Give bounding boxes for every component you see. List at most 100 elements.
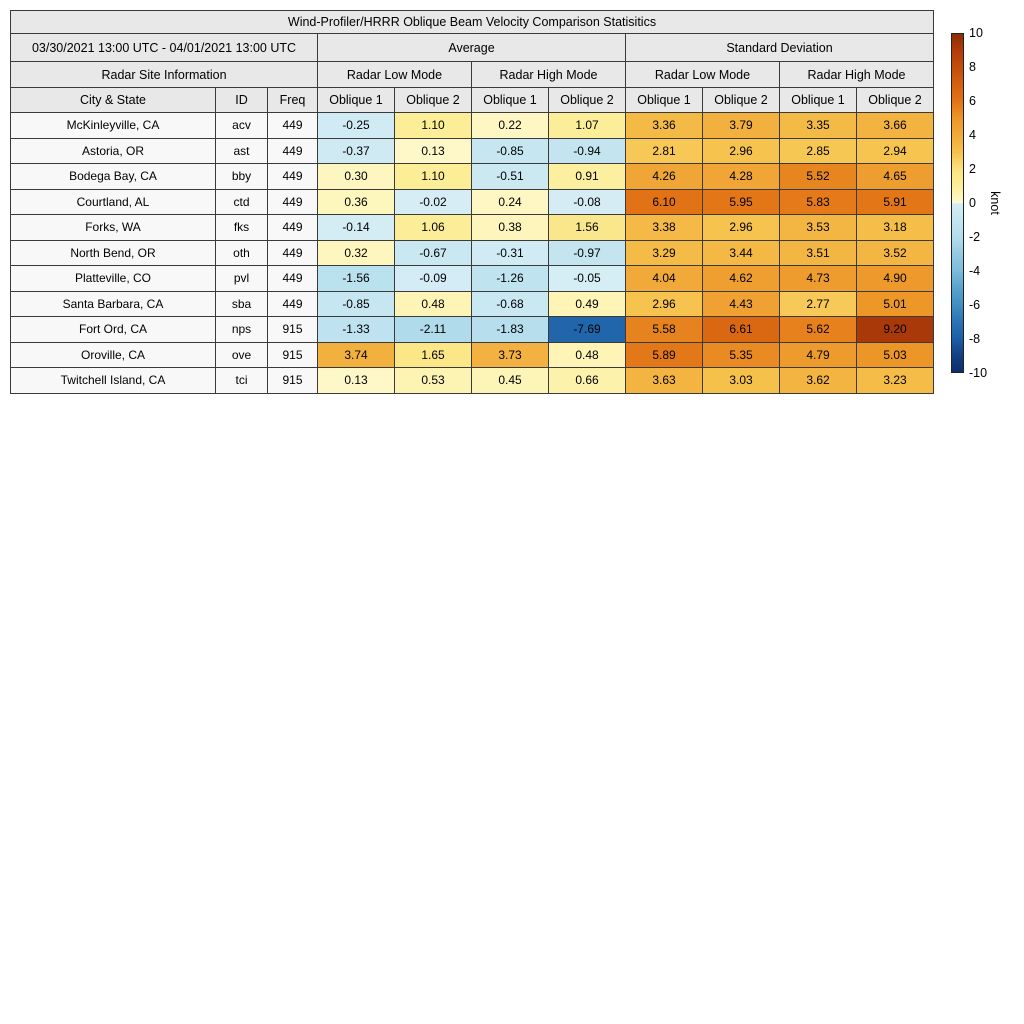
value-cell: 4.04 — [625, 265, 703, 292]
table-row: Santa Barbara, CA sba 449 -0.85 0.48 -0.68 0.4… — [10, 290, 934, 317]
value-cell: 0.22 — [471, 112, 549, 139]
freq-cell: 449 — [267, 265, 318, 292]
city-cell: McKinleyville, CA — [10, 112, 216, 139]
col-header-oblique1: Oblique 1 — [471, 87, 549, 113]
col-header-freq: Freq — [267, 87, 318, 113]
value-cell: 3.79 — [702, 112, 780, 139]
stats-table: Wind-Profiler/HRRR Oblique Beam Velocity… — [10, 10, 934, 394]
freq-cell: 915 — [267, 341, 318, 368]
site-id-cell: bby — [215, 163, 268, 190]
table-row: Oroville, CA ove 915 3.74 1.65 3.73 0.48 5.89 5.… — [10, 341, 934, 368]
group-header-average: Average — [317, 33, 626, 62]
value-cell: 9.20 — [856, 316, 934, 343]
freq-cell: 449 — [267, 239, 318, 266]
value-cell: -0.37 — [317, 137, 395, 164]
value-cell: 3.73 — [471, 341, 549, 368]
value-cell: 3.53 — [779, 214, 857, 241]
value-cell: 2.94 — [856, 137, 934, 164]
table-row: Courtland, AL ctd 449 0.36 -0.02 0.24 -0.08 6.1… — [10, 188, 934, 215]
city-cell: Bodega Bay, CA — [10, 163, 216, 190]
value-cell: 3.36 — [625, 112, 703, 139]
value-cell: 4.43 — [702, 290, 780, 317]
value-cell: 4.26 — [625, 163, 703, 190]
freq-cell: 915 — [267, 367, 318, 394]
col-header-oblique2: Oblique 2 — [856, 87, 934, 113]
value-cell: 3.74 — [317, 341, 395, 368]
value-cell: 5.95 — [702, 188, 780, 215]
value-cell: 1.56 — [548, 214, 626, 241]
value-cell: 3.29 — [625, 239, 703, 266]
value-cell: 5.91 — [856, 188, 934, 215]
value-cell: 5.01 — [856, 290, 934, 317]
value-cell: -0.31 — [471, 239, 549, 266]
city-cell: North Bend, OR — [10, 239, 216, 266]
value-cell: -0.68 — [471, 290, 549, 317]
value-cell: -0.25 — [317, 112, 395, 139]
value-cell: 4.73 — [779, 265, 857, 292]
colorbar-tick-label: -10 — [969, 365, 988, 380]
city-cell: Fort Ord, CA — [10, 316, 216, 343]
value-cell: -7.69 — [548, 316, 626, 343]
value-cell: 4.79 — [779, 341, 857, 368]
value-cell: 4.65 — [856, 163, 934, 190]
col-header-oblique1: Oblique 1 — [625, 87, 703, 113]
value-cell: -0.02 — [394, 188, 472, 215]
colorbar-tick-label: 0 — [969, 195, 976, 210]
value-cell: 0.13 — [317, 367, 395, 394]
city-cell: Oroville, CA — [10, 341, 216, 368]
value-cell: 0.91 — [548, 163, 626, 190]
colorbar-tick-label: 10 — [969, 25, 983, 40]
value-cell: 0.30 — [317, 163, 395, 190]
value-cell: -0.97 — [548, 239, 626, 266]
site-id-cell: acv — [215, 112, 268, 139]
table-row: Forks, WA fks 449 -0.14 1.06 0.38 1.56 3.38 2.96… — [10, 214, 934, 241]
mode-header-std-high: Radar High Mode — [779, 61, 934, 88]
value-cell: 0.13 — [394, 137, 472, 164]
colorbar-tick-label: 4 — [969, 127, 976, 142]
value-cell: 3.51 — [779, 239, 857, 266]
value-cell: 0.36 — [317, 188, 395, 215]
value-cell: 3.35 — [779, 112, 857, 139]
colorbar: 10 8 6 4 2 0 -2 -4 -6 -8 -10 knot — [951, 27, 1024, 379]
value-cell: 3.52 — [856, 239, 934, 266]
colorbar-tick-label: -4 — [969, 263, 981, 278]
freq-cell: 915 — [267, 316, 318, 343]
site-id-cell: oth — [215, 239, 268, 266]
mode-header-avg-low: Radar Low Mode — [317, 61, 472, 88]
value-cell: 0.49 — [548, 290, 626, 317]
table-row: North Bend, OR oth 449 0.32 -0.67 -0.31 -0.97 3… — [10, 239, 934, 266]
value-cell: 1.65 — [394, 341, 472, 368]
value-cell: -1.33 — [317, 316, 395, 343]
value-cell: 0.32 — [317, 239, 395, 266]
site-id-cell: nps — [215, 316, 268, 343]
value-cell: 1.10 — [394, 112, 472, 139]
value-cell: 6.10 — [625, 188, 703, 215]
freq-cell: 449 — [267, 214, 318, 241]
value-cell: 1.07 — [548, 112, 626, 139]
value-cell: 3.44 — [702, 239, 780, 266]
value-cell: -0.08 — [548, 188, 626, 215]
freq-cell: 449 — [267, 112, 318, 139]
freq-cell: 449 — [267, 188, 318, 215]
value-cell: 0.45 — [471, 367, 549, 394]
value-cell: 4.28 — [702, 163, 780, 190]
value-cell: 5.52 — [779, 163, 857, 190]
group-header-standard-deviation: Standard Deviation — [625, 33, 934, 62]
col-header-oblique2: Oblique 2 — [702, 87, 780, 113]
table-row: Fort Ord, CA nps 915 -1.33 -2.11 -1.83 -7.69 5.… — [10, 316, 934, 343]
colorbar-tick-label: 8 — [969, 59, 976, 74]
col-header-oblique2: Oblique 2 — [394, 87, 472, 113]
value-cell: 0.38 — [471, 214, 549, 241]
city-cell: Courtland, AL — [10, 188, 216, 215]
site-id-cell: sba — [215, 290, 268, 317]
value-cell: 3.23 — [856, 367, 934, 394]
value-cell: -1.56 — [317, 265, 395, 292]
value-cell: 3.62 — [779, 367, 857, 394]
value-cell: 0.66 — [548, 367, 626, 394]
time-period-label: 03/30/2021 13:00 UTC - 04/01/2021 13:00 … — [10, 33, 318, 62]
city-cell: Santa Barbara, CA — [10, 290, 216, 317]
site-id-cell: ast — [215, 137, 268, 164]
colorbar-tick-label: -6 — [969, 297, 981, 312]
table-title: Wind-Profiler/HRRR Oblique Beam Velocity… — [10, 10, 934, 34]
